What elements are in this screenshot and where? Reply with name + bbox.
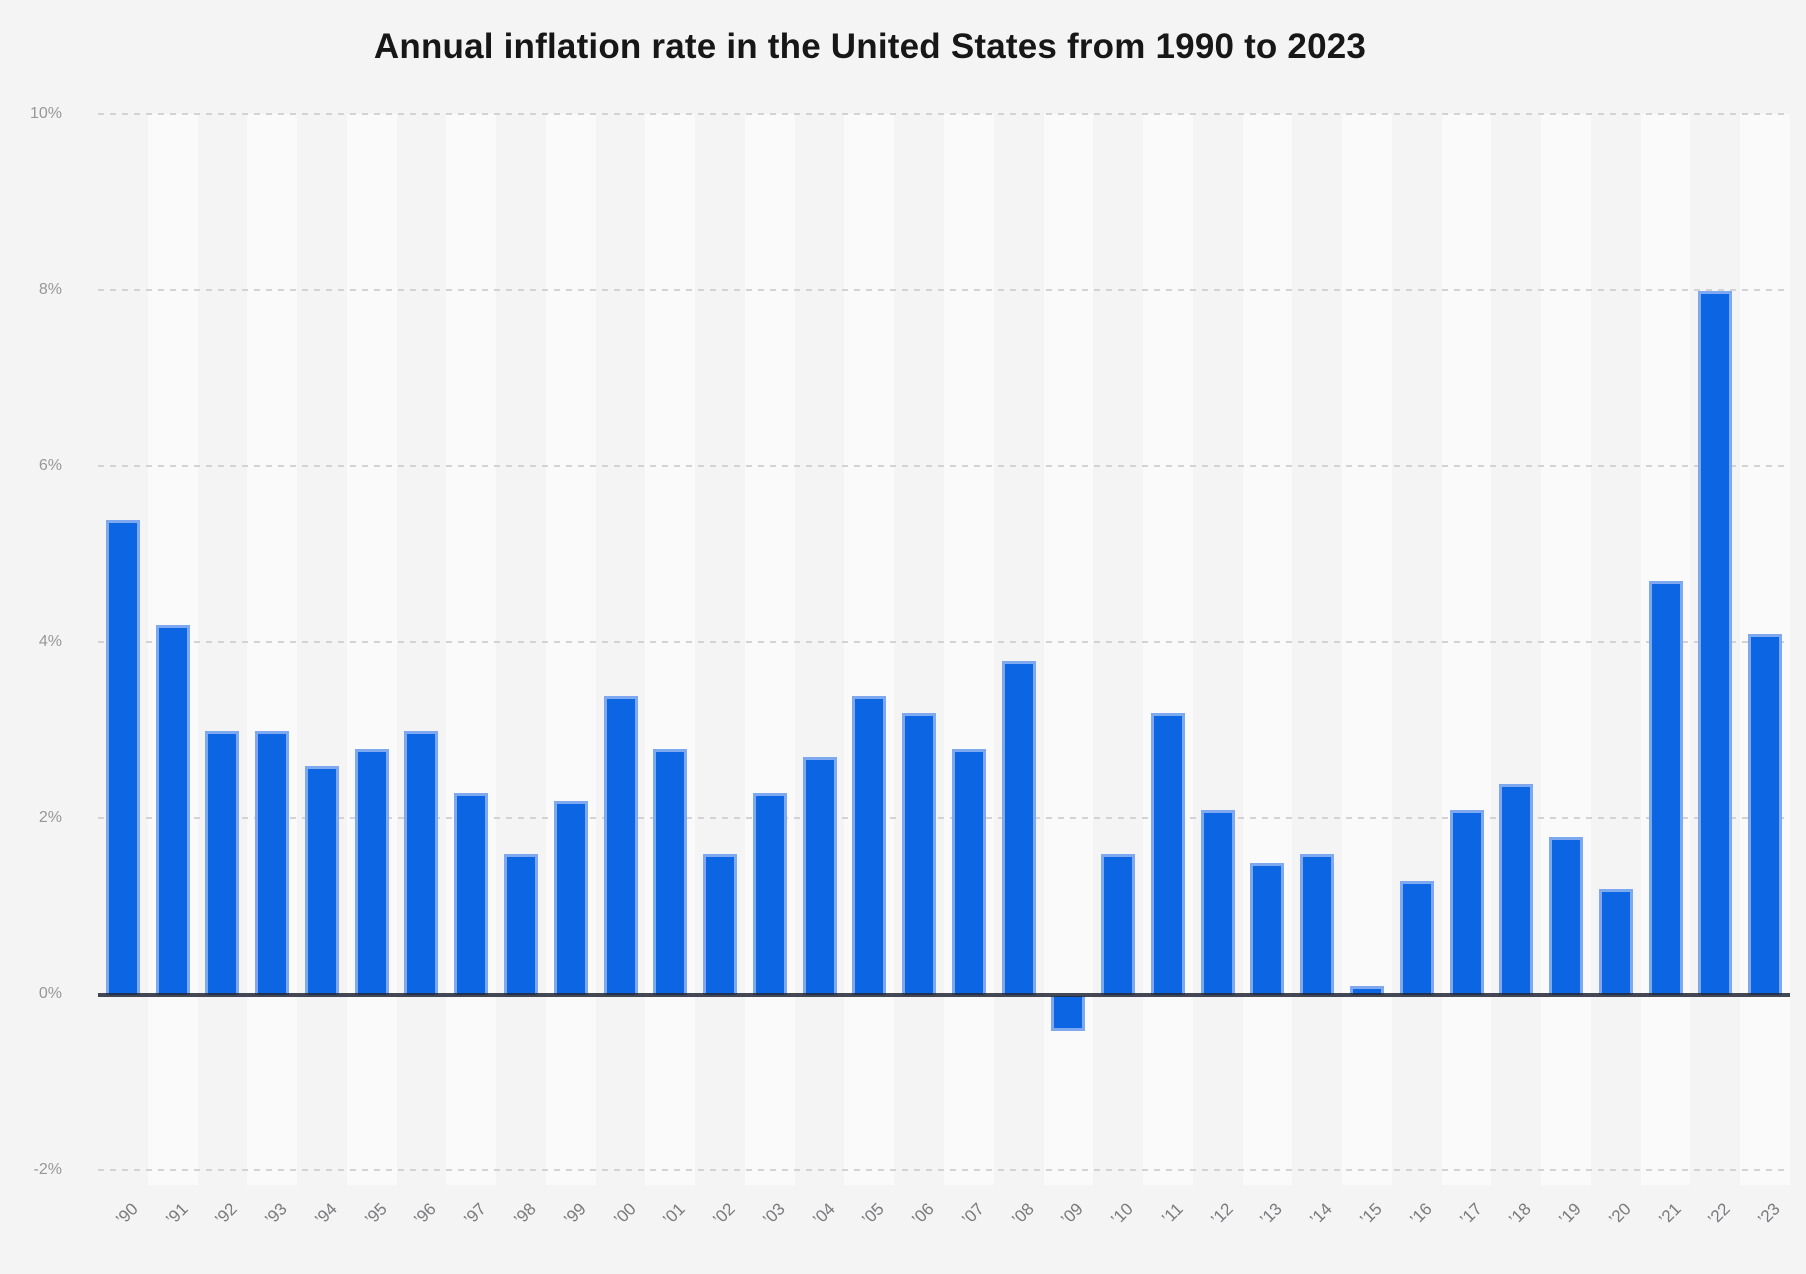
- x-label-2021: ’21: [1654, 1199, 1685, 1229]
- x-label-1992: ’92: [211, 1199, 242, 1229]
- column-stripe: [247, 114, 298, 1185]
- x-label-1993: ’93: [261, 1199, 291, 1229]
- bar-2002[interactable]: [703, 854, 738, 995]
- bar-2001[interactable]: [653, 748, 688, 995]
- y-axis-tick-label: -2%: [33, 1161, 62, 1178]
- bar-1996[interactable]: [404, 731, 439, 995]
- y-axis-tick-label: 0%: [38, 985, 62, 1002]
- y-axis-tick-label: 4%: [38, 633, 62, 650]
- bar-1997[interactable]: [454, 792, 489, 995]
- column-stripe: [1441, 114, 1492, 1185]
- x-label-2019: ’19: [1555, 1199, 1585, 1229]
- bar-2022[interactable]: [1698, 291, 1733, 995]
- x-label-2003: ’03: [759, 1199, 789, 1229]
- column-stripe: [1143, 114, 1193, 1185]
- x-label-1990: ’90: [112, 1199, 142, 1229]
- x-label-2011: ’11: [1158, 1199, 1187, 1228]
- gridline-10pct: [98, 113, 1790, 115]
- x-label-1997: ’97: [460, 1199, 490, 1229]
- column-stripe: [844, 114, 895, 1185]
- gridline-8pct: [98, 289, 1790, 291]
- column-stripe: [645, 114, 696, 1185]
- gridline--2pct: [98, 1169, 1790, 1171]
- x-label-2022: ’22: [1704, 1199, 1735, 1229]
- x-label-1999: ’99: [560, 1199, 590, 1229]
- x-label-2009: ’09: [1057, 1199, 1088, 1229]
- x-label-2001: ’01: [659, 1199, 690, 1229]
- bar-2023[interactable]: [1748, 634, 1783, 995]
- bar-2007[interactable]: [951, 748, 986, 995]
- x-label-2020: ’20: [1605, 1199, 1635, 1229]
- bar-1998[interactable]: [504, 854, 538, 995]
- bar-2000[interactable]: [603, 695, 638, 995]
- bar-2017[interactable]: [1449, 810, 1484, 995]
- x-label-2018: ’18: [1505, 1199, 1536, 1229]
- bar-2008[interactable]: [1001, 660, 1036, 995]
- x-label-2004: ’04: [808, 1199, 839, 1229]
- bar-1993[interactable]: [255, 731, 290, 995]
- column-stripe: [744, 114, 795, 1185]
- column-stripe: [1541, 114, 1591, 1185]
- bar-2004[interactable]: [802, 757, 837, 995]
- column-stripe: [446, 114, 497, 1185]
- bar-2021[interactable]: [1648, 581, 1683, 995]
- column-stripe: [346, 114, 397, 1185]
- chart-title: Annual inflation rate in the United Stat…: [373, 27, 1367, 66]
- x-label-2006: ’06: [908, 1199, 938, 1229]
- bar-2003[interactable]: [752, 792, 787, 995]
- bar-2016[interactable]: [1399, 880, 1434, 995]
- column-stripe: [1342, 114, 1392, 1185]
- column-stripe: [944, 114, 994, 1185]
- gridline-2pct: [98, 817, 1790, 819]
- x-label-2005: ’05: [858, 1199, 889, 1229]
- bar-1995[interactable]: [354, 748, 389, 995]
- x-label-1991: ’91: [161, 1199, 192, 1229]
- bar-1994[interactable]: [304, 766, 339, 995]
- x-label-2016: ’16: [1406, 1199, 1436, 1229]
- x-label-2023: ’23: [1754, 1199, 1784, 1229]
- x-label-2010: ’10: [1107, 1199, 1137, 1229]
- x-label-1998: ’98: [510, 1199, 540, 1229]
- x-label-2000: ’00: [609, 1199, 640, 1229]
- bar-2019[interactable]: [1549, 836, 1584, 995]
- column-stripe: [1242, 114, 1293, 1185]
- bar-1999[interactable]: [553, 801, 588, 995]
- bar-1992[interactable]: [205, 731, 240, 995]
- bar-2006[interactable]: [902, 713, 937, 995]
- y-axis-tick-label: 10%: [29, 105, 62, 122]
- x-label-2008: ’08: [1007, 1199, 1038, 1229]
- y-axis-tick-label: 2%: [38, 809, 62, 826]
- bar-1991[interactable]: [155, 625, 190, 995]
- bar-2012[interactable]: [1200, 810, 1235, 995]
- bar-2018[interactable]: [1499, 783, 1534, 995]
- gridline-6pct: [98, 465, 1790, 467]
- bar-2015[interactable]: [1350, 986, 1384, 995]
- x-label-1994: ’94: [311, 1199, 341, 1229]
- gridline-4pct: [98, 641, 1790, 643]
- x-label-2017: ’17: [1455, 1199, 1486, 1229]
- bar-2014[interactable]: [1300, 854, 1335, 995]
- x-label-2007: ’07: [958, 1199, 988, 1229]
- x-label-2014: ’14: [1306, 1199, 1336, 1229]
- bar-2011[interactable]: [1150, 713, 1185, 995]
- y-axis-tick-label: 6%: [38, 457, 62, 474]
- bar-2013[interactable]: [1250, 863, 1285, 995]
- bar-2009[interactable]: [1051, 996, 1086, 1032]
- y-axis-tick-label: 8%: [38, 281, 62, 298]
- x-label-2002: ’02: [709, 1199, 739, 1229]
- bar-1990[interactable]: [105, 519, 140, 995]
- x-label-2015: ’15: [1356, 1199, 1386, 1229]
- bar-2010[interactable]: [1101, 854, 1136, 995]
- column-stripe: [545, 114, 596, 1185]
- plot-area: [98, 113, 1790, 1185]
- x-label-1996: ’96: [410, 1199, 441, 1229]
- x-label-2012: ’12: [1206, 1199, 1237, 1229]
- x-label-2013: ’13: [1256, 1199, 1287, 1229]
- x-label-1995: ’95: [360, 1199, 391, 1229]
- bar-2020[interactable]: [1598, 889, 1633, 995]
- zero-axis-line: [98, 993, 1790, 997]
- bar-2005[interactable]: [852, 695, 887, 995]
